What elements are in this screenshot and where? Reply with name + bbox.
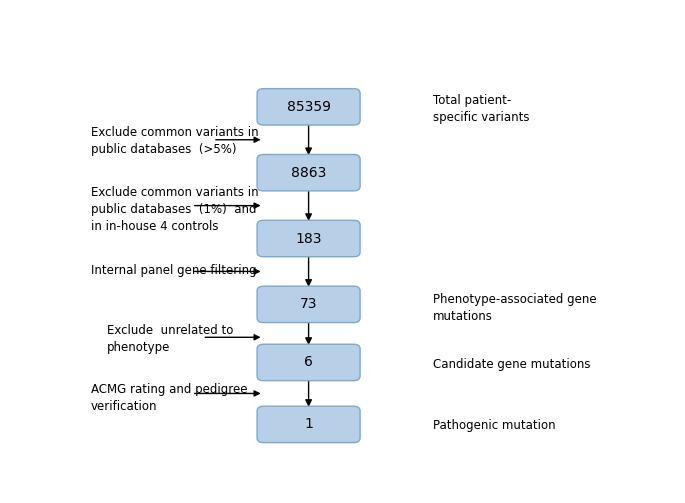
FancyBboxPatch shape xyxy=(257,286,360,322)
Text: Exclude  unrelated to
phenotype: Exclude unrelated to phenotype xyxy=(107,324,233,354)
Text: Total patient-
specific variants: Total patient- specific variants xyxy=(434,94,530,124)
Text: 8863: 8863 xyxy=(291,165,326,180)
Text: 1: 1 xyxy=(304,417,313,432)
Text: 73: 73 xyxy=(300,297,317,311)
FancyBboxPatch shape xyxy=(257,406,360,443)
Text: Pathogenic mutation: Pathogenic mutation xyxy=(434,418,556,432)
FancyBboxPatch shape xyxy=(257,220,360,257)
FancyBboxPatch shape xyxy=(257,154,360,191)
FancyBboxPatch shape xyxy=(257,89,360,125)
FancyBboxPatch shape xyxy=(257,344,360,381)
Text: Phenotype-associated gene
mutations: Phenotype-associated gene mutations xyxy=(434,293,597,323)
Text: ACMG rating and pedigree
verification: ACMG rating and pedigree verification xyxy=(91,383,247,412)
Text: 6: 6 xyxy=(304,356,313,370)
Text: Candidate gene mutations: Candidate gene mutations xyxy=(434,358,591,371)
Text: Exclude common variants in
public databases  (1%)  and
in in-house 4 controls: Exclude common variants in public databa… xyxy=(91,186,258,233)
Text: 85359: 85359 xyxy=(286,100,331,114)
Text: Exclude common variants in
public databases  (>5%): Exclude common variants in public databa… xyxy=(91,126,258,156)
Text: Internal panel gene filtering: Internal panel gene filtering xyxy=(91,264,257,277)
Text: 183: 183 xyxy=(295,231,322,245)
